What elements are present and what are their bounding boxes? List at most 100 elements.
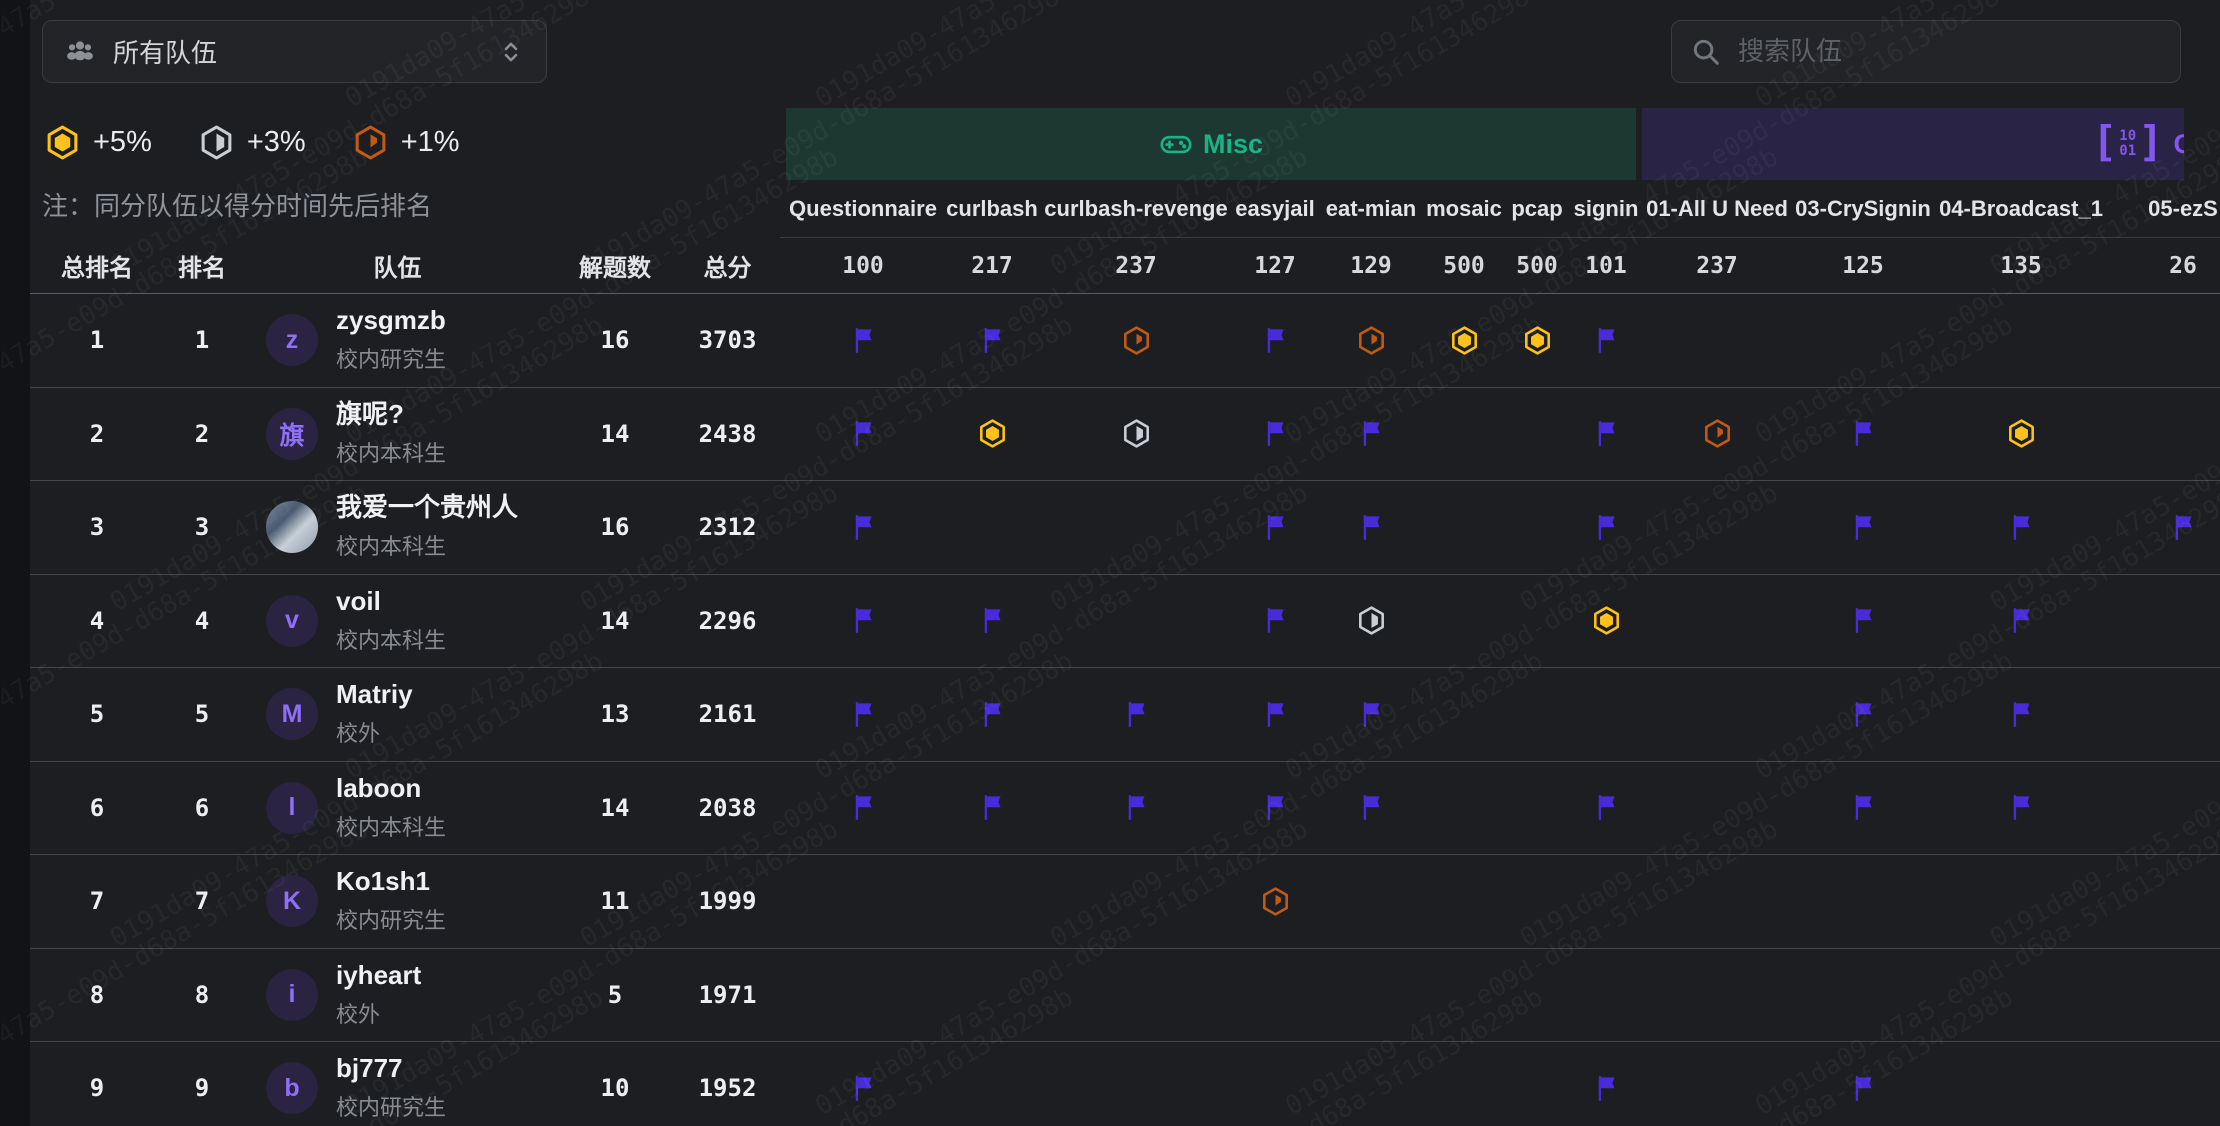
challenge-cell	[1502, 668, 1572, 762]
team-name: voil	[336, 587, 446, 616]
team-info: iiyheart校外	[240, 961, 555, 1029]
team-info: MMatriy校外	[240, 680, 555, 748]
total-score: 1971	[675, 948, 780, 1042]
challenge-cell	[1794, 481, 1932, 575]
flag-icon	[848, 325, 879, 356]
team-row[interactable]: 88iiyheart校外51971	[30, 948, 2220, 1042]
challenge-cell	[1038, 761, 1234, 855]
challenge-cell	[1572, 387, 1640, 481]
challenge-cell	[1572, 948, 1640, 1042]
team-info: llaboon校内本科生	[240, 774, 555, 842]
challenge-cell	[1316, 761, 1426, 855]
challenge-cell	[1426, 1042, 1502, 1126]
challenge-cell	[2110, 387, 2220, 481]
rank: 4	[164, 574, 240, 668]
column-header: 排名	[164, 238, 240, 294]
flag-icon	[2006, 605, 2037, 636]
challenge-cell	[1038, 1042, 1234, 1126]
team-filter-select[interactable]: 所有队伍	[42, 20, 547, 83]
challenge-cell	[2110, 574, 2220, 668]
challenge-cell	[1640, 481, 1794, 575]
team-name: zysgmzb	[336, 306, 446, 335]
team-division: 校外	[336, 716, 413, 748]
overall-rank: 5	[30, 668, 164, 762]
challenge-cell	[1932, 948, 2110, 1042]
team-info: vvoil校内本科生	[240, 587, 555, 655]
team-info: bbj777校内研究生	[240, 1054, 555, 1122]
overall-rank: 8	[30, 948, 164, 1042]
category-name-misc: Misc	[1203, 129, 1263, 160]
avatar: 旗	[266, 408, 318, 460]
avatar: i	[266, 969, 318, 1021]
challenge-cell	[1038, 387, 1234, 481]
search-input[interactable]	[1736, 35, 2162, 68]
overall-rank: 9	[30, 1042, 164, 1126]
challenge-cell	[1640, 1042, 1794, 1126]
challenge-cell	[780, 761, 946, 855]
flag-icon	[1356, 418, 1387, 449]
challenge-cell	[946, 1042, 1038, 1126]
column-header: 总排名	[30, 238, 164, 294]
challenge-cell	[780, 481, 946, 575]
challenge-cell	[946, 668, 1038, 762]
challenge-header: signin	[1572, 180, 1640, 238]
avatar: v	[266, 595, 318, 647]
challenge-cell	[1234, 668, 1316, 762]
team-row[interactable]: 11zzysgmzb校内研究生163703	[30, 294, 2220, 388]
category-band-crypto: [ 1001 ] Crypto	[1642, 108, 2184, 180]
challenge-cell	[1426, 387, 1502, 481]
challenge-cell	[946, 387, 1038, 481]
flag-icon	[1356, 699, 1387, 730]
challenge-cell	[2110, 855, 2220, 949]
challenge-cell	[1316, 948, 1426, 1042]
challenge-cell	[780, 574, 946, 668]
flag-icon	[2168, 512, 2199, 543]
avatar: M	[266, 688, 318, 740]
challenge-cell	[1794, 387, 1932, 481]
flag-icon	[1848, 512, 1879, 543]
team-division: 校内本科生	[336, 436, 446, 468]
team-row[interactable]: 44vvoil校内本科生142296	[30, 574, 2220, 668]
flag-icon	[1260, 699, 1291, 730]
challenge-cell	[1316, 387, 1426, 481]
challenge-cell	[1932, 387, 2110, 481]
challenge-cell	[946, 948, 1038, 1042]
challenge-cell	[1234, 387, 1316, 481]
team-row[interactable]: 55MMatriy校外132161	[30, 668, 2220, 762]
flag-icon	[977, 605, 1008, 636]
challenge-header: mosaic	[1426, 180, 1502, 238]
challenge-header: Questionnaire	[780, 180, 946, 238]
challenge-cell	[1038, 294, 1234, 388]
flag-icon	[1121, 699, 1152, 730]
challenge-cell	[1794, 574, 1932, 668]
scoreboard-content: 所有队伍 +5%+3%+1% 注：同分队伍以得分时间先后排名	[30, 0, 2220, 1126]
team-row[interactable]: 99bbj777校内研究生101952	[30, 1042, 2220, 1126]
team-row[interactable]: 22旗旗呢?校内本科生142438	[30, 387, 2220, 481]
challenge-points: 26	[2110, 238, 2220, 294]
gold-medal-icon	[2006, 418, 2037, 449]
team-row[interactable]: 33我爱一个贵州人校内本科生162312	[30, 481, 2220, 575]
bronze-medal-icon	[1356, 325, 1387, 356]
challenge-cell	[1640, 387, 1794, 481]
category-label-crypto: [ 1001 ] Crypto	[2092, 108, 2184, 180]
challenge-header: 04-Broadcast_1	[1932, 180, 2110, 238]
search-icon	[1690, 36, 1722, 68]
flag-icon	[977, 699, 1008, 730]
overall-rank: 2	[30, 387, 164, 481]
rank: 1	[164, 294, 240, 388]
flag-icon	[1121, 792, 1152, 823]
bronze-medal-icon	[1260, 886, 1291, 917]
team-row[interactable]: 66llaboon校内本科生142038	[30, 761, 2220, 855]
challenge-cell	[1794, 761, 1932, 855]
team-row[interactable]: 77KKo1sh1校内研究生111999	[30, 855, 2220, 949]
challenge-cell	[2110, 294, 2220, 388]
solved-count: 10	[555, 1042, 675, 1126]
category-label-misc: Misc	[1159, 127, 1263, 161]
challenge-cell	[780, 948, 946, 1042]
bronze-medal-icon	[1702, 418, 1733, 449]
challenge-cell	[946, 294, 1038, 388]
challenge-cell	[1316, 1042, 1426, 1126]
challenge-cell	[1426, 481, 1502, 575]
challenge-cell	[2110, 761, 2220, 855]
challenge-cell	[1502, 1042, 1572, 1126]
